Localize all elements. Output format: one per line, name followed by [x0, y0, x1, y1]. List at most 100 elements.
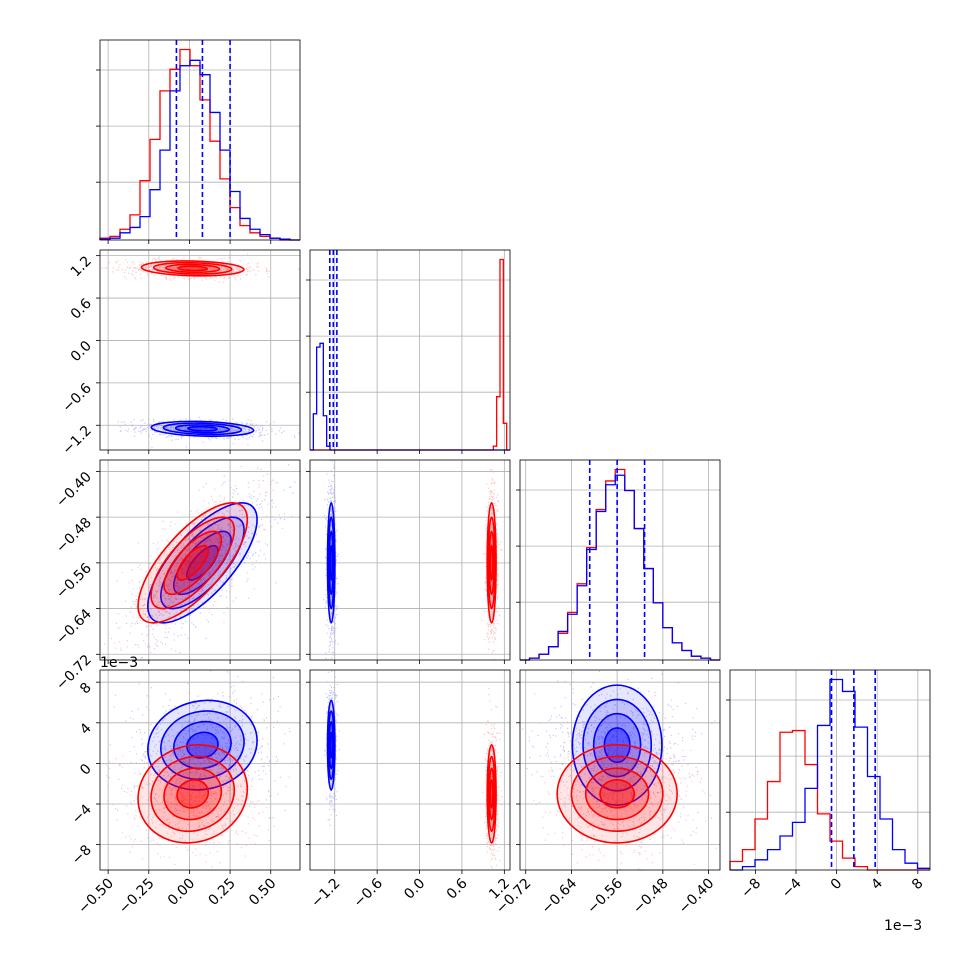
- contour-red: [137, 502, 249, 624]
- contour-blue: [571, 684, 663, 806]
- x-tick-label: 8: [909, 876, 927, 894]
- hist-panel-0: [99, 39, 301, 241]
- x-tick-label: −8: [738, 876, 764, 902]
- y-tick-label: −0.56: [53, 560, 95, 602]
- contour-blue: [329, 731, 334, 759]
- contour-blue: [147, 699, 258, 791]
- y-tick-label: −1.2: [59, 423, 94, 458]
- y-tick-label: 1.2: [68, 253, 95, 280]
- panels-layer: [96, 39, 931, 874]
- y-tick-label: 0.6: [68, 296, 95, 323]
- contour-red: [556, 744, 678, 844]
- scatter-red: [481, 469, 503, 660]
- hist-blue-1: [310, 342, 510, 451]
- x-tick-label: 0.6: [444, 875, 471, 902]
- contour-red: [177, 265, 209, 272]
- pair-panel-3-1: [309, 669, 511, 871]
- density-fill-blue: [147, 502, 258, 623]
- x-tick-label: −1.2: [308, 876, 343, 911]
- contour-red: [487, 755, 496, 833]
- contour-blue: [327, 710, 335, 781]
- contour-blue: [162, 422, 243, 436]
- contour-red: [163, 767, 223, 821]
- contour-red: [489, 779, 494, 809]
- x-tick-label: −0.6: [351, 875, 386, 910]
- x-tick-label: 0.0: [401, 876, 428, 903]
- x-tick-label: −0.50: [75, 876, 117, 918]
- y-tick-label: −0.6: [59, 380, 94, 415]
- contour-red: [599, 779, 636, 809]
- contour-red: [584, 767, 650, 821]
- contour-blue: [326, 502, 336, 624]
- contour-red: [176, 779, 210, 809]
- hist-red-0: [99, 48, 300, 241]
- x-tick-label: −0.64: [539, 875, 581, 917]
- pair-panel-2-0: [99, 459, 301, 661]
- x-tick-label: 0.50: [246, 876, 279, 909]
- x-tick-label: 0: [828, 876, 846, 894]
- contour-red: [163, 530, 223, 596]
- y-tick-label: 4: [77, 720, 95, 738]
- contour-red: [150, 755, 236, 833]
- x-tick-label: −0.48: [630, 876, 672, 918]
- x-offset-label-col3: 1e−3: [884, 918, 922, 934]
- y-tick-label: −8: [69, 842, 95, 868]
- pair-panel-3-2: [519, 669, 721, 871]
- x-tick-label: 0.00: [165, 876, 198, 909]
- contour-red: [140, 260, 245, 277]
- hist-panel-2: [519, 459, 721, 661]
- density-fill-red: [164, 768, 222, 820]
- y-tick-label: −0.40: [53, 469, 95, 511]
- pair-panel-1-0: [99, 249, 301, 451]
- contour-red: [165, 263, 221, 274]
- pair-panel-2-1: [309, 459, 511, 661]
- density-fill-red: [571, 756, 663, 832]
- x-tick-label: −4: [779, 875, 805, 901]
- contour-blue: [327, 516, 335, 610]
- contour-blue: [326, 699, 336, 791]
- hist-red-1: [310, 258, 510, 451]
- contour-blue: [174, 424, 231, 434]
- contour-red: [486, 744, 497, 844]
- y-tick-label: 0.0: [68, 338, 95, 365]
- y-tick-label: −0.64: [53, 606, 95, 648]
- contour-blue: [328, 720, 334, 770]
- contour-blue: [187, 425, 218, 432]
- y-tick-label: 8: [77, 680, 95, 698]
- hist-panel-1: [309, 249, 511, 451]
- density-fill-red: [177, 545, 209, 580]
- contour-blue: [329, 544, 334, 581]
- density-fill-blue: [186, 545, 219, 580]
- contour-blue: [592, 712, 642, 778]
- scatter-red: [101, 253, 300, 283]
- y-tick-label: −4: [69, 801, 95, 827]
- x-tick-label: −0.40: [676, 876, 718, 918]
- hist-red-2: [520, 468, 720, 661]
- y-tick-label: −0.48: [53, 515, 95, 557]
- density-fill-red: [600, 779, 635, 808]
- contour-red: [488, 767, 495, 821]
- x-tick-label: −0.56: [584, 875, 626, 917]
- hist-blue-3: [730, 678, 930, 871]
- contour-red: [486, 502, 497, 624]
- contour-red: [176, 544, 210, 581]
- density-fill-red: [138, 502, 248, 623]
- contour-blue: [173, 720, 232, 770]
- contour-red: [489, 544, 494, 581]
- density-fill-red: [585, 768, 649, 820]
- density-fill-red: [138, 744, 248, 843]
- contour-red: [150, 516, 236, 610]
- density-fill-blue: [160, 517, 245, 609]
- y-tick-label: 0: [77, 761, 95, 779]
- x-tick-label: 4: [868, 875, 886, 893]
- contour-blue: [582, 698, 653, 792]
- pair-panel-3-0: [99, 669, 301, 871]
- y-offset-label-row3: 1e−3: [100, 655, 138, 671]
- scatter-red: [482, 688, 503, 869]
- density-fill-red: [151, 517, 235, 609]
- hist-panel-3: [729, 669, 931, 871]
- scatter-blue: [522, 670, 721, 841]
- contour-blue: [160, 710, 245, 781]
- contour-red: [488, 530, 495, 596]
